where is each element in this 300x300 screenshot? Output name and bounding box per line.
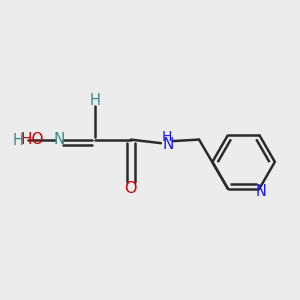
Text: H: H — [161, 130, 172, 144]
Text: N: N — [54, 132, 65, 147]
Text: N: N — [255, 184, 266, 199]
Text: HO: HO — [21, 132, 44, 147]
Text: H: H — [90, 94, 101, 109]
Text: O: O — [124, 181, 137, 196]
Text: N: N — [162, 137, 173, 152]
Text: H: H — [12, 133, 23, 148]
